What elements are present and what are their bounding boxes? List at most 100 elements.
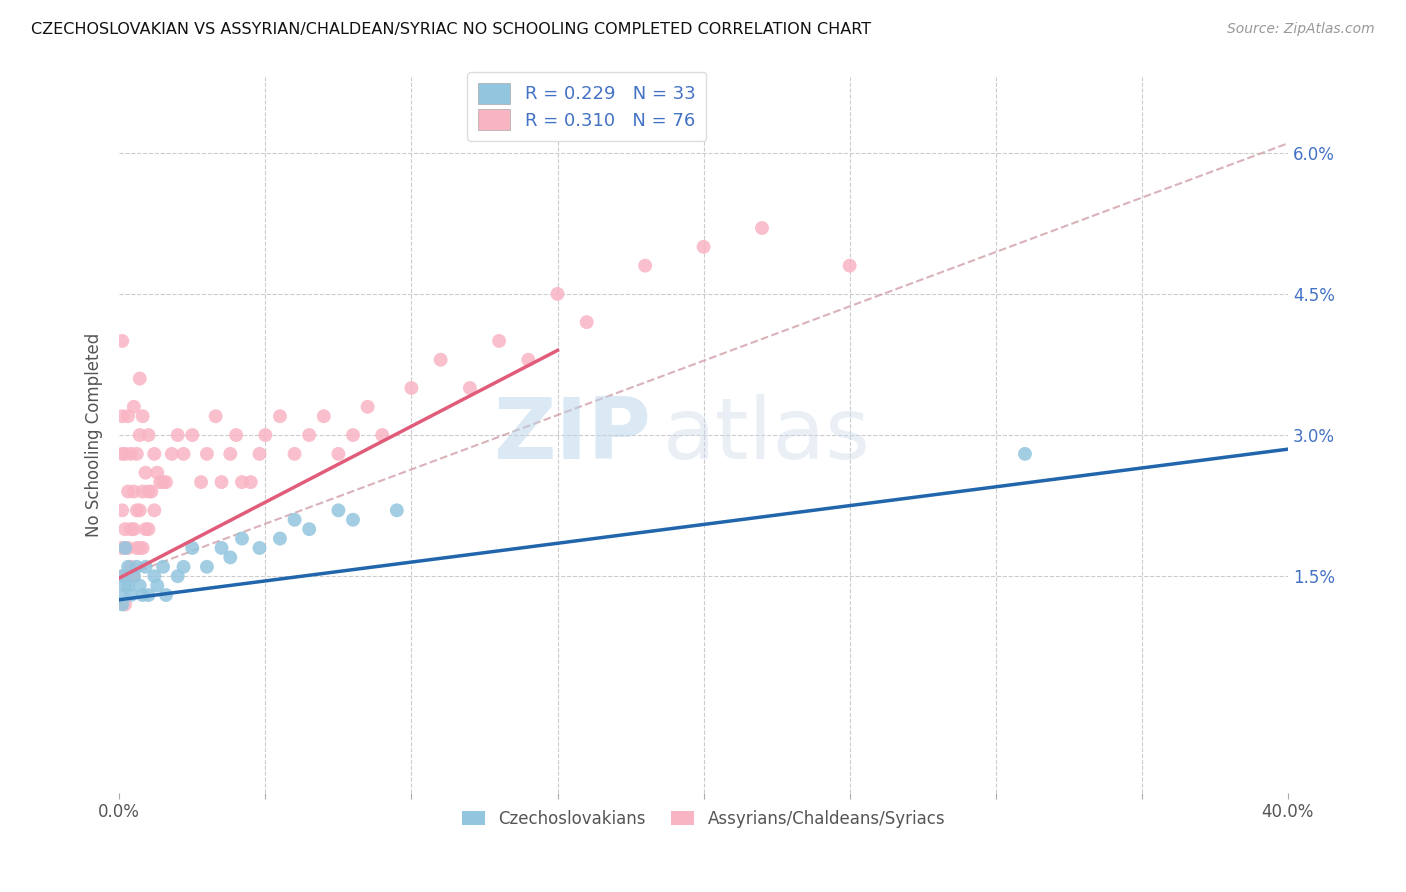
Point [125,447,148,461]
Point [254,428,277,442]
Point [114,522,136,536]
Point [128,428,150,442]
Point [152,475,174,489]
Point [1014,447,1036,461]
Point [298,522,321,536]
Point [128,579,150,593]
Point [128,371,150,385]
Point [138,428,160,442]
Point [634,259,657,273]
Point [141,484,163,499]
Point [458,381,481,395]
Text: ZIP: ZIP [494,393,651,476]
Point [173,447,195,461]
Point [143,569,166,583]
Point [131,484,153,499]
Point [111,503,134,517]
Point [160,447,183,461]
Point [131,409,153,424]
Point [135,466,157,480]
Point [114,447,136,461]
Point [111,409,134,424]
Point [111,541,134,555]
Point [111,569,134,583]
Point [692,240,714,254]
Point [231,532,253,546]
Point [138,484,160,499]
Point [138,522,160,536]
Point [249,541,271,555]
Point [284,513,307,527]
Point [128,503,150,517]
Point [269,532,291,546]
Point [120,559,142,574]
Point [517,352,540,367]
Point [211,541,233,555]
Point [135,559,157,574]
Point [173,559,195,574]
Point [135,522,157,536]
Point [166,428,188,442]
Text: atlas: atlas [662,393,870,476]
Point [117,409,139,424]
Point [547,286,569,301]
Point [371,428,394,442]
Point [328,447,350,461]
Point [225,428,247,442]
Point [269,409,291,424]
Point [117,559,139,574]
Point [117,484,139,499]
Text: Source: ZipAtlas.com: Source: ZipAtlas.com [1227,22,1375,37]
Point [131,588,153,602]
Point [488,334,510,348]
Point [155,475,177,489]
Point [114,598,136,612]
Point [575,315,598,329]
Point [120,522,142,536]
Point [181,541,204,555]
Point [117,569,139,583]
Point [125,541,148,555]
Point [385,503,408,517]
Legend: Czechoslovakians, Assyrians/Chaldeans/Syriacs: Czechoslovakians, Assyrians/Chaldeans/Sy… [456,803,952,834]
Point [211,475,233,489]
Point [111,598,134,612]
Point [143,447,166,461]
Point [195,559,218,574]
Point [328,503,350,517]
Point [125,503,148,517]
Point [111,588,134,602]
Point [131,541,153,555]
Point [152,559,174,574]
Point [122,569,145,583]
Point [114,541,136,555]
Point [111,569,134,583]
Text: CZECHOSLOVAKIAN VS ASSYRIAN/CHALDEAN/SYRIAC NO SCHOOLING COMPLETED CORRELATION C: CZECHOSLOVAKIAN VS ASSYRIAN/CHALDEAN/SYR… [31,22,872,37]
Point [122,569,145,583]
Point [401,381,423,395]
Point [111,334,134,348]
Point [117,541,139,555]
Point [195,447,218,461]
Point [356,400,378,414]
Point [429,352,451,367]
Point [751,221,773,235]
Point [149,475,172,489]
Point [117,579,139,593]
Point [138,588,160,602]
Y-axis label: No Schooling Completed: No Schooling Completed [86,333,103,537]
Point [146,466,169,480]
Point [298,428,321,442]
Point [190,475,212,489]
Point [249,447,271,461]
Point [219,550,242,565]
Point [204,409,226,424]
Point [219,447,242,461]
Point [120,447,142,461]
Point [146,579,169,593]
Point [155,588,177,602]
Point [231,475,253,489]
Point [838,259,860,273]
Point [128,541,150,555]
Point [312,409,335,424]
